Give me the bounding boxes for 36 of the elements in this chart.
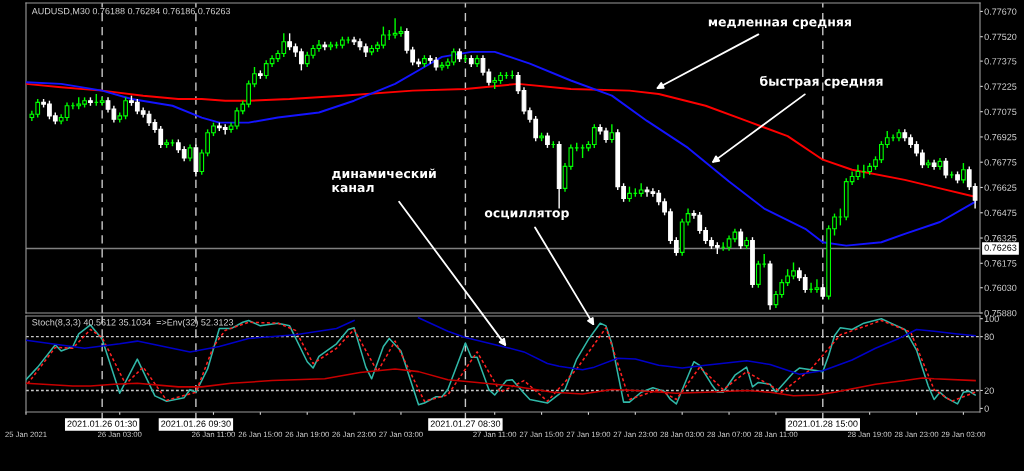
y-tick-label: 0.75880 — [984, 309, 1017, 317]
y-tick-label: 0.76175 — [984, 260, 1017, 267]
annotation: быстрая средняя — [760, 75, 883, 89]
ref-line-label: 2021.01.28 15:00 — [788, 420, 858, 427]
annotation: медленная средняя — [708, 19, 851, 29]
candlestick — [738, 228, 744, 250]
candlestick — [638, 182, 644, 198]
line-series — [26, 50, 977, 247]
y-tick-label: 100 — [984, 315, 999, 323]
y-tick-label: 0.76775 — [984, 159, 1017, 166]
y-tick-label: 80 — [984, 333, 994, 340]
y-tick-label: 0.77670 — [984, 8, 1017, 15]
ref-line-label: 2021.01.26 01:30 — [67, 420, 137, 427]
ref-line-label: 0.76263 — [984, 244, 1017, 251]
y-tick-label: 0.77375 — [984, 58, 1017, 65]
candlestick — [943, 157, 949, 179]
ref-line-label: 2021.01.26 09:30 — [161, 420, 231, 427]
y-tick-label: 0.77075 — [984, 108, 1017, 116]
chart-title: AUDUSD,M30 0.76188 0.76284 0.76186 0.76263 — [31, 7, 231, 16]
line-series — [26, 368, 976, 397]
y-tick-label: 0.76475 — [984, 209, 1017, 217]
annotation: динамический канал — [332, 168, 436, 193]
candlestick — [961, 162, 966, 184]
annotation: осциллятор — [484, 210, 569, 220]
y-tick-label: 0.76325 — [984, 234, 1017, 242]
y-tick-label: 0 — [984, 405, 989, 412]
y-tick-label: 0.77225 — [984, 83, 1017, 90]
y-tick-label: 0.77520 — [984, 33, 1017, 41]
y-tick-label: 20 — [984, 387, 994, 394]
y-tick-label: 0.76625 — [984, 184, 1017, 191]
ref-line-label: 2021.01.27 08:30 — [430, 420, 501, 427]
y-tick-label: 0.76925 — [984, 133, 1017, 141]
candlestick — [99, 96, 105, 107]
y-tick-label: 0.76030 — [984, 284, 1017, 292]
candlestick — [193, 143, 199, 178]
candlestick — [609, 123, 615, 144]
